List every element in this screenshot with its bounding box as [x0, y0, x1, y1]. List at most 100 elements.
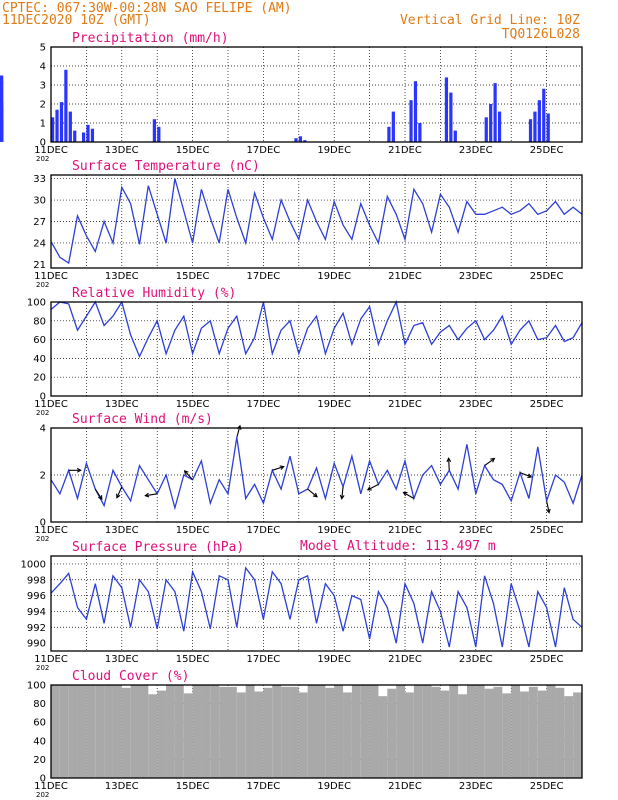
precipitation-bar [152, 119, 156, 142]
wind-arrow [367, 483, 379, 491]
precipitation-bar [73, 130, 77, 142]
precipitation-bar [418, 123, 422, 142]
cloud-cover-bar [484, 688, 494, 778]
precipitation-bar [298, 136, 303, 142]
humidity-xtick-label: 25DEC [530, 399, 564, 410]
pressure-panel: 990 992 994 996 998 1000 11DEC 13DEC 15DEC 17DEC 1… [21, 540, 583, 672]
cloud-cover-bar [511, 685, 521, 778]
humidity-ytick-label: 0 [40, 392, 46, 403]
cloud-cover-bar [431, 686, 441, 778]
cloud-cover-bar [555, 687, 565, 778]
cloud-cover-bar [104, 685, 113, 778]
wind-xtick-label: 25DEC [530, 525, 564, 536]
pressure-xtick-label: 21DEC [388, 654, 422, 665]
precipitation-bar [387, 126, 391, 142]
cloud-cover-bar [307, 685, 317, 778]
wind-arrow [403, 492, 415, 499]
cloud-cover-bar [449, 685, 459, 778]
wind-year-fragment: 202 [36, 535, 49, 543]
cloud-cover-bar [343, 692, 352, 778]
cloud-cover-ytick-label: 80 [33, 699, 46, 710]
precipitation-xtick-label: 17DEC [247, 145, 281, 156]
wind-arrow-head [339, 494, 345, 500]
cloud-cover-bar [201, 685, 211, 778]
pressure-ytick-label: 994 [27, 607, 46, 618]
precipitation-bar [484, 117, 488, 142]
humidity-title: Relative Humidity (%) [72, 286, 236, 301]
cloud-cover-bar [493, 686, 503, 778]
wind-arrow [116, 486, 123, 498]
humidity-xtick-label: 11DEC [34, 399, 68, 410]
cloud-cover-bar [413, 685, 423, 778]
cloud-cover-bar [369, 685, 379, 778]
precipitation-ytick-label: 4 [40, 62, 46, 73]
cloud-cover-xtick-label: 11DEC [34, 781, 68, 792]
cloud-cover-xtick-label: 21DEC [388, 781, 422, 792]
precipitation-bar [493, 83, 497, 142]
cloud-cover-bar [458, 694, 467, 778]
humidity-xtick-label: 17DEC [247, 399, 281, 410]
cloud-cover-bar [351, 685, 361, 778]
wind-frame [50, 427, 583, 523]
temperature-ytick-label: 30 [33, 196, 46, 207]
temperature-xtick-label: 21DEC [388, 271, 422, 282]
cloud-cover-bar [192, 685, 202, 778]
pressure-xtick-label: 23DEC [459, 654, 493, 665]
precipitation-bar [303, 140, 307, 142]
wind-xtick-label: 15DEC [176, 525, 210, 536]
cloud-cover-bar [236, 692, 246, 778]
cloud-cover-ytick-label: 100 [27, 681, 46, 692]
pressure-xtick-label: 19DEC [317, 654, 351, 665]
wind-arrow [546, 500, 550, 513]
precipitation-bar [497, 111, 502, 142]
humidity-ytick-label: 40 [33, 354, 46, 365]
cloud-cover-bar [475, 685, 485, 778]
wind-arrow [272, 466, 284, 471]
cloud-cover-xtick-label: 25DEC [530, 781, 564, 792]
header-grid-line: Vertical Grid Line: 10Z [400, 13, 580, 28]
wind-arrow-head [144, 492, 150, 498]
precipitation-bar [0, 123, 4, 142]
cloud-cover-bar [537, 690, 547, 778]
wind-arrow [145, 493, 158, 497]
cloud-cover-bar [210, 685, 220, 778]
pressure-series-line [50, 566, 583, 648]
cloud-cover-bar [422, 685, 432, 778]
wind-title: Surface Wind (m/s) [72, 412, 213, 427]
precipitation-bar [413, 81, 418, 142]
cloud-cover-bar [263, 687, 273, 778]
pressure-xtick-label: 11DEC [34, 654, 68, 665]
precipitation-xtick-label: 19DEC [317, 145, 351, 156]
wind-arrow-head [546, 508, 551, 514]
cloud-cover-bar [396, 685, 405, 778]
precipitation-bar [409, 100, 413, 142]
cloud-cover-bar [289, 686, 299, 778]
cloud-cover-bar [121, 687, 131, 778]
temperature-ytick-label: 27 [33, 217, 46, 228]
pressure-xtick-label: 15DEC [176, 654, 210, 665]
wind-arrow-head [312, 492, 318, 498]
temperature-ytick-label: 33 [33, 174, 46, 185]
humidity-xtick-label: 23DEC [459, 399, 493, 410]
wind-series-line [50, 437, 583, 511]
wind-ytick-label: 2 [40, 471, 46, 482]
wind-arrow-head [446, 457, 452, 463]
precipitation-xtick-label: 11DEC [34, 145, 68, 156]
cloud-cover-bar [334, 685, 344, 778]
cloud-cover-xtick-label: 17DEC [247, 781, 281, 792]
precipitation-bar [81, 132, 86, 142]
temperature-xtick-label: 13DEC [105, 271, 139, 282]
precipitation-ytick-label: 1 [40, 119, 46, 130]
wind-arrow [448, 458, 450, 471]
humidity-ytick-label: 100 [27, 298, 46, 309]
precipitation-bar [453, 130, 457, 142]
cloud-cover-bar [440, 690, 450, 778]
pressure-xtick-label: 13DEC [105, 654, 139, 665]
pressure-xtick-label: 17DEC [247, 654, 281, 665]
temperature-ytick-label: 21 [33, 260, 46, 271]
wind-xtick-label: 23DEC [459, 525, 493, 536]
temperature-xtick-label: 25DEC [530, 271, 564, 282]
cloud-cover-bar [272, 685, 282, 778]
cloud-cover-bar [281, 686, 290, 778]
